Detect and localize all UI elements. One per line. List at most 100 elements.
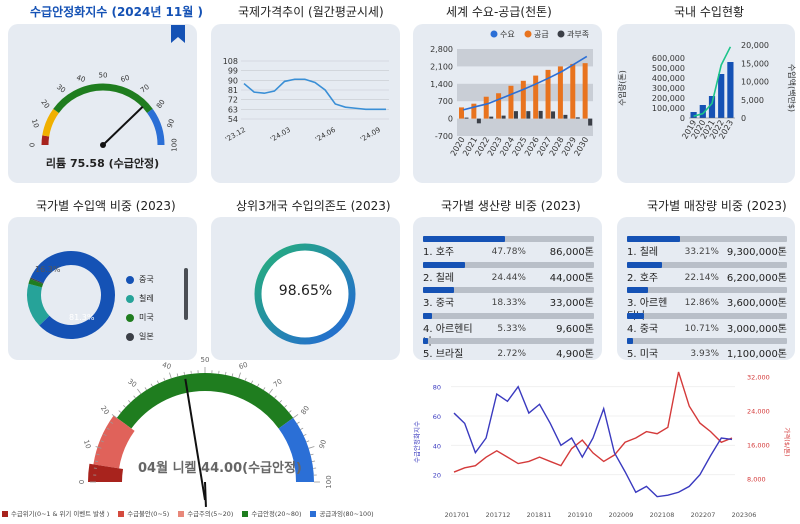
gauge-minor-tick bbox=[225, 371, 227, 376]
gauge-minor-tick bbox=[169, 372, 172, 379]
x-tick-label: 201811 bbox=[527, 511, 552, 519]
gauge-tick-label: 70 bbox=[272, 377, 284, 389]
gauge-needle bbox=[102, 106, 144, 146]
gauge-minor-tick bbox=[284, 405, 287, 408]
gauge-minor-tick bbox=[244, 377, 247, 381]
import-volume-bar bbox=[690, 112, 697, 118]
y-axis-label-left: 수입량(톤) bbox=[617, 70, 627, 106]
gauge-minor-tick bbox=[133, 395, 136, 399]
gauge-minor-tick bbox=[137, 388, 142, 395]
gauge-needle-hub bbox=[100, 142, 106, 148]
gauge-minor-tick bbox=[123, 405, 126, 408]
share-country: 5. 미국 bbox=[627, 349, 659, 360]
top3-dependency-title: 상위3개국 수입의존도 (2023) bbox=[236, 199, 391, 213]
gauge-minor-tick bbox=[303, 433, 307, 436]
gauge-tick-label: 20 bbox=[39, 98, 51, 110]
share-row: 3. 중국 18.33% 33,000톤 bbox=[423, 287, 594, 310]
y-tick-label-left: 200,000 bbox=[652, 94, 685, 103]
supply-bar bbox=[508, 85, 514, 119]
x-tick-label: 202306 bbox=[732, 511, 757, 519]
surplus-bar bbox=[489, 116, 494, 119]
gauge-minor-tick bbox=[263, 387, 266, 391]
x-tick-label: 202009 bbox=[609, 511, 634, 519]
y-tick-label-right: 5,000 bbox=[741, 96, 764, 105]
legend-item-usa: 미국 bbox=[126, 308, 154, 327]
world-supply-chart: 2,8002,1001,4007000-70020202021202220232… bbox=[430, 30, 593, 158]
gauge-tick-label: 20 bbox=[99, 404, 111, 416]
gauge-minor-tick bbox=[144, 387, 147, 391]
gauge-band bbox=[147, 108, 165, 146]
legend-dot bbox=[557, 30, 565, 38]
y-tick-label-left: 0 bbox=[680, 114, 685, 123]
share-country: 4. 아르헨티나 bbox=[423, 323, 473, 348]
legend-label: 수급위기(0~1 & 위기 이벤트 발생 ) bbox=[11, 510, 110, 518]
y-tick-label-left: 20 bbox=[433, 472, 441, 480]
donut-label-china: 81.3% bbox=[69, 313, 95, 322]
y-tick-label-left: 100,000 bbox=[652, 104, 685, 113]
legend-item-japan: 일본 bbox=[126, 327, 154, 346]
x-tick-label: 201910 bbox=[568, 511, 593, 519]
share-value: 1,100,000톤 bbox=[726, 349, 787, 360]
supply-bar bbox=[582, 63, 588, 119]
gauge-tick-label: 40 bbox=[75, 74, 86, 84]
share-bar bbox=[627, 287, 648, 293]
gauge-tick-label: 80 bbox=[155, 98, 167, 110]
gauge-minor-tick bbox=[274, 395, 277, 399]
share-value: 4,900톤 bbox=[556, 349, 594, 360]
gauge-tick-label: 10 bbox=[30, 118, 40, 129]
gauge-minor-tick bbox=[94, 460, 99, 462]
share-row: 1. 칠레 33.21% 9,300,000톤 bbox=[627, 236, 787, 259]
share-track bbox=[423, 338, 594, 344]
donut-slice bbox=[30, 251, 115, 339]
gauge-minor-tick bbox=[95, 446, 102, 449]
import-volume-bar bbox=[727, 62, 734, 118]
surplus-bar bbox=[513, 111, 518, 119]
surplus-bar bbox=[563, 114, 568, 119]
gauge-minor-tick bbox=[128, 400, 131, 403]
share-row: 5. 브라질 2.72% 4,900톤 bbox=[423, 338, 594, 361]
share-track bbox=[627, 312, 787, 319]
share-bar bbox=[627, 236, 681, 242]
y-tick-label: 108 bbox=[223, 57, 238, 66]
share-country: 4. 중국 bbox=[627, 323, 659, 335]
legend-item-unstable: 수급불안(0~5) bbox=[118, 509, 169, 518]
price-line bbox=[453, 371, 733, 473]
share-track bbox=[423, 312, 594, 319]
gauge-minor-tick bbox=[110, 421, 114, 424]
y-tick-label: 1,400 bbox=[430, 80, 453, 89]
x-tick-label: '24.06 bbox=[314, 126, 337, 144]
share-value: 3,000,000톤 bbox=[726, 323, 787, 335]
y-tick-label: 63 bbox=[228, 105, 238, 114]
surplus-bar bbox=[538, 110, 543, 119]
gauge-tick-label: 40 bbox=[161, 361, 172, 371]
x-tick-label: '24.09 bbox=[359, 126, 382, 144]
gauge-tick-label: 0 bbox=[28, 143, 36, 147]
legend-label: 일본 bbox=[139, 332, 154, 341]
gauge-minor-tick bbox=[118, 410, 122, 413]
gauge-tick-label: 50 bbox=[201, 356, 210, 364]
share-percent: 33.21% bbox=[684, 247, 719, 257]
gauge-minor-tick bbox=[106, 427, 110, 430]
y-tick-label: 0 bbox=[448, 115, 453, 124]
gauge-tick-label: 90 bbox=[318, 439, 328, 450]
legend-scrollbar[interactable] bbox=[184, 268, 188, 320]
reserve-share-title: 국가별 매장량 비중 (2023) bbox=[647, 199, 787, 213]
x-tick-label: 201712 bbox=[486, 511, 511, 519]
share-row: 5. 미국 3.93% 1,100,000톤 bbox=[627, 338, 787, 361]
gauge-needle-tail bbox=[204, 481, 207, 507]
x-tick-label: 202207 bbox=[691, 511, 716, 519]
y-tick-label-left: 400,000 bbox=[652, 74, 685, 83]
surplus-bar bbox=[575, 117, 580, 119]
share-percent: 24.44% bbox=[491, 272, 526, 283]
gauge-minor-tick bbox=[163, 377, 166, 381]
share-country: 5. 브라질 bbox=[423, 349, 464, 360]
supply-bar bbox=[533, 75, 539, 119]
supply-bar bbox=[471, 103, 477, 119]
share-bar bbox=[423, 287, 455, 293]
y-tick-label: 90 bbox=[228, 76, 238, 85]
share-track bbox=[423, 261, 594, 268]
gauge-minor-tick bbox=[231, 373, 234, 377]
y-axis-label-right: 수입액(백만$) bbox=[787, 64, 797, 112]
x-tick-label: 202108 bbox=[650, 511, 675, 519]
donut-label-chile: 16.3% bbox=[35, 265, 61, 274]
